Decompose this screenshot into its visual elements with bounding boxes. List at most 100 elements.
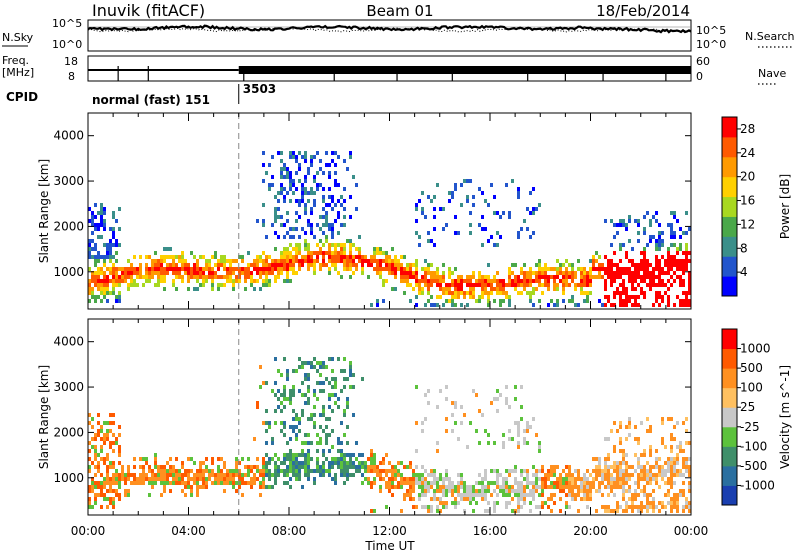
heatmap-cell	[508, 271, 511, 275]
heatmap-cell	[664, 469, 667, 473]
heatmap-cell	[622, 489, 625, 493]
heatmap-cell	[148, 465, 151, 469]
heatmap-cell	[370, 255, 373, 259]
heatmap-cell	[289, 401, 292, 405]
colorbar-tick-label: 8	[740, 241, 748, 255]
heatmap-cell	[331, 357, 334, 361]
heatmap-cell	[289, 389, 292, 393]
heatmap-cell	[622, 283, 625, 287]
heatmap-cell	[664, 481, 667, 485]
heatmap-cell	[334, 151, 337, 155]
heatmap-cell	[196, 259, 199, 263]
heatmap-cell	[604, 505, 607, 509]
heatmap-cell	[538, 263, 541, 267]
heatmap-cell	[235, 469, 238, 473]
heatmap-cell	[322, 469, 325, 473]
nave-label: Nave	[758, 67, 786, 80]
heatmap-cell	[613, 251, 616, 255]
heatmap-cell	[361, 255, 364, 259]
heatmap-cell	[373, 469, 376, 473]
heatmap-cell	[274, 465, 277, 469]
heatmap-cell	[322, 259, 325, 263]
heatmap-cell	[298, 167, 301, 171]
heatmap-cell	[322, 405, 325, 409]
heatmap-cell	[349, 263, 352, 267]
heatmap-cell	[274, 381, 277, 385]
heatmap-cell	[448, 267, 451, 271]
heatmap-cell	[385, 505, 388, 509]
colorbar-frame	[721, 328, 738, 506]
heatmap-cell	[637, 263, 640, 267]
heatmap-cell	[523, 287, 526, 291]
heatmap-cell	[685, 505, 688, 509]
heatmap-cell	[109, 413, 112, 417]
heatmap-cell	[202, 283, 205, 287]
heatmap-cell	[172, 255, 175, 259]
heatmap-cell	[289, 393, 292, 397]
heatmap-cell	[361, 271, 364, 275]
heatmap-cell	[238, 279, 241, 283]
heatmap-cell	[514, 385, 517, 389]
heatmap-cell	[100, 235, 103, 239]
heatmap-cell	[202, 485, 205, 489]
heatmap-cell	[205, 481, 208, 485]
heatmap-cell	[442, 227, 445, 231]
heatmap-cell	[508, 267, 511, 271]
heatmap-cell	[565, 271, 568, 275]
heatmap-cell	[682, 421, 685, 425]
heatmap-cell	[643, 489, 646, 493]
heatmap-cell	[466, 303, 469, 307]
heatmap-cell	[112, 505, 115, 509]
heatmap-cell	[478, 473, 481, 477]
heatmap-cell	[334, 477, 337, 481]
heatmap-cell	[682, 259, 685, 263]
heatmap-cell	[295, 159, 298, 163]
heatmap-cell	[430, 279, 433, 283]
heatmap-cell	[289, 179, 292, 183]
heatmap-cell	[616, 287, 619, 291]
heatmap-cell	[268, 263, 271, 267]
heatmap-cell	[184, 469, 187, 473]
heatmap-cell	[187, 271, 190, 275]
heatmap-cell	[598, 275, 601, 279]
heatmap-cell	[664, 505, 667, 509]
heatmap-cell	[517, 433, 520, 437]
heatmap-cell	[616, 501, 619, 505]
heatmap-cell	[208, 271, 211, 275]
heatmap-cell	[298, 215, 301, 219]
heatmap-cell	[217, 469, 220, 473]
heatmap-cell	[613, 263, 616, 267]
heatmap-cell	[646, 473, 649, 477]
heatmap-cell	[307, 171, 310, 175]
heatmap-cell	[661, 469, 664, 473]
heatmap-cell	[646, 493, 649, 497]
heatmap-cell	[649, 469, 652, 473]
heatmap-cell	[109, 465, 112, 469]
heatmap-cell	[427, 489, 430, 493]
heatmap-cell	[160, 255, 163, 259]
heatmap-cell	[91, 481, 94, 485]
heatmap-cell	[688, 485, 691, 489]
heatmap-cell	[511, 283, 514, 287]
heatmap-cell	[91, 295, 94, 299]
heatmap-cell	[583, 267, 586, 271]
heatmap-cell	[487, 303, 490, 307]
heatmap-cell	[175, 457, 178, 461]
heatmap-cell	[97, 493, 100, 497]
colorbar-tick-label: 1000	[740, 342, 771, 356]
heatmap-cell	[445, 477, 448, 481]
heatmap-cell	[331, 429, 334, 433]
heatmap-cell	[391, 481, 394, 485]
heatmap-cell	[661, 255, 664, 259]
heatmap-cell	[337, 461, 340, 465]
heatmap-cell	[139, 255, 142, 259]
heatmap-cell	[604, 279, 607, 283]
heatmap-cell	[466, 485, 469, 489]
heatmap-cell	[229, 481, 232, 485]
heatmap-cell	[655, 481, 658, 485]
heatmap-cell	[448, 291, 451, 295]
heatmap-cell	[217, 465, 220, 469]
heatmap-cell	[307, 267, 310, 271]
heatmap-cell	[112, 211, 115, 215]
heatmap-cell	[241, 477, 244, 481]
